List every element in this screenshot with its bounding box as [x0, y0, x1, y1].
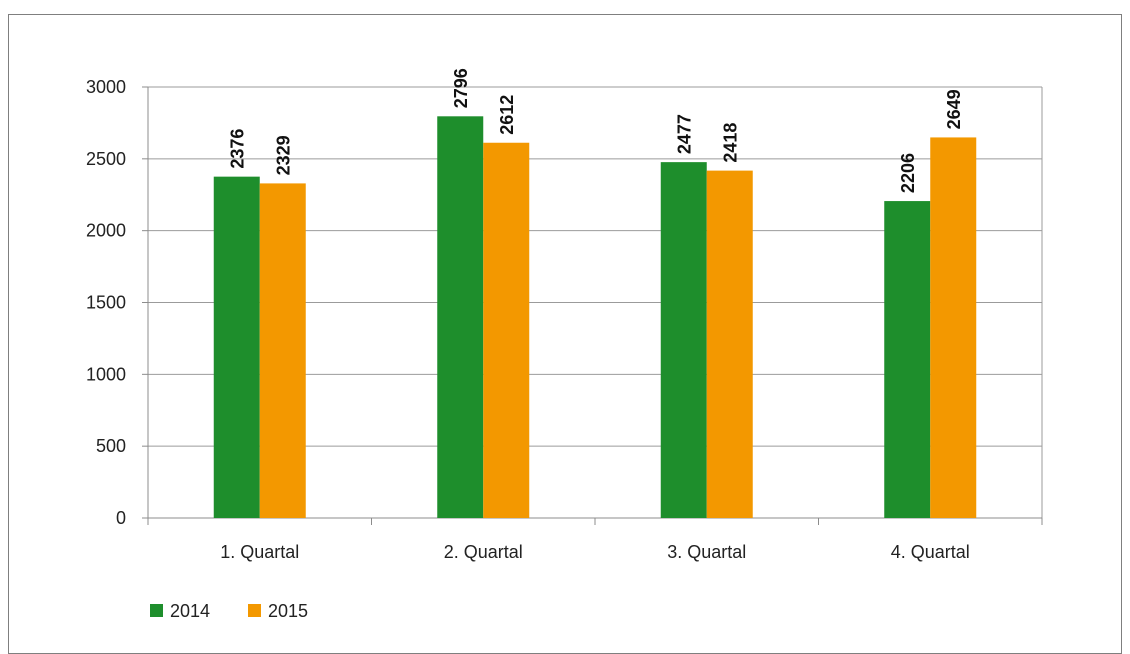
bar-2015-q4	[930, 137, 977, 518]
y-tick-label: 500	[96, 436, 126, 456]
bar-2015-q3	[706, 170, 753, 518]
legend-swatch-2015	[248, 604, 261, 617]
data-label-2015-q1: 2329	[274, 135, 294, 175]
legend-swatch-2014	[150, 604, 163, 617]
data-label-2014-q4: 2206	[898, 153, 918, 193]
legend-label-2014: 2014	[170, 601, 210, 621]
bar-2015-q1	[259, 183, 306, 518]
category-label: 1. Quartal	[220, 542, 299, 562]
y-tick-label: 0	[116, 508, 126, 528]
y-tick-label: 1000	[86, 364, 126, 384]
data-labels: 2376 2329 2796 2612 2477 2418 2206 2649	[228, 68, 965, 193]
data-label-2014-q2: 2796	[451, 68, 471, 108]
category-label: 4. Quartal	[891, 542, 970, 562]
data-label-2015-q2: 2612	[497, 95, 517, 135]
y-tick-label: 2000	[86, 221, 126, 241]
bar-2014-q2	[437, 116, 484, 519]
y-tick-label: 3000	[86, 77, 126, 97]
y-axis-ticks: 0 500 1000 1500 2000 2500 3000	[86, 77, 126, 528]
bar-2014-q4	[884, 201, 931, 518]
bars	[213, 116, 977, 519]
bar-2014-q1	[213, 176, 260, 518]
data-label-2014-q3: 2477	[675, 114, 695, 154]
bar-2015-q2	[483, 142, 530, 518]
bar-2014-q3	[660, 162, 707, 518]
legend-label-2015: 2015	[268, 601, 308, 621]
y-tick-label: 1500	[86, 293, 126, 313]
category-labels: 1. Quartal 2. Quartal 3. Quartal 4. Quartal	[220, 542, 970, 562]
y-tick-label: 2500	[86, 149, 126, 169]
category-label: 2. Quartal	[444, 542, 523, 562]
category-label: 3. Quartal	[667, 542, 746, 562]
data-label-2015-q3: 2418	[721, 123, 741, 163]
data-label-2015-q4: 2649	[944, 89, 964, 129]
data-label-2014-q1: 2376	[228, 129, 248, 169]
legend: 2014 2015	[150, 601, 308, 621]
